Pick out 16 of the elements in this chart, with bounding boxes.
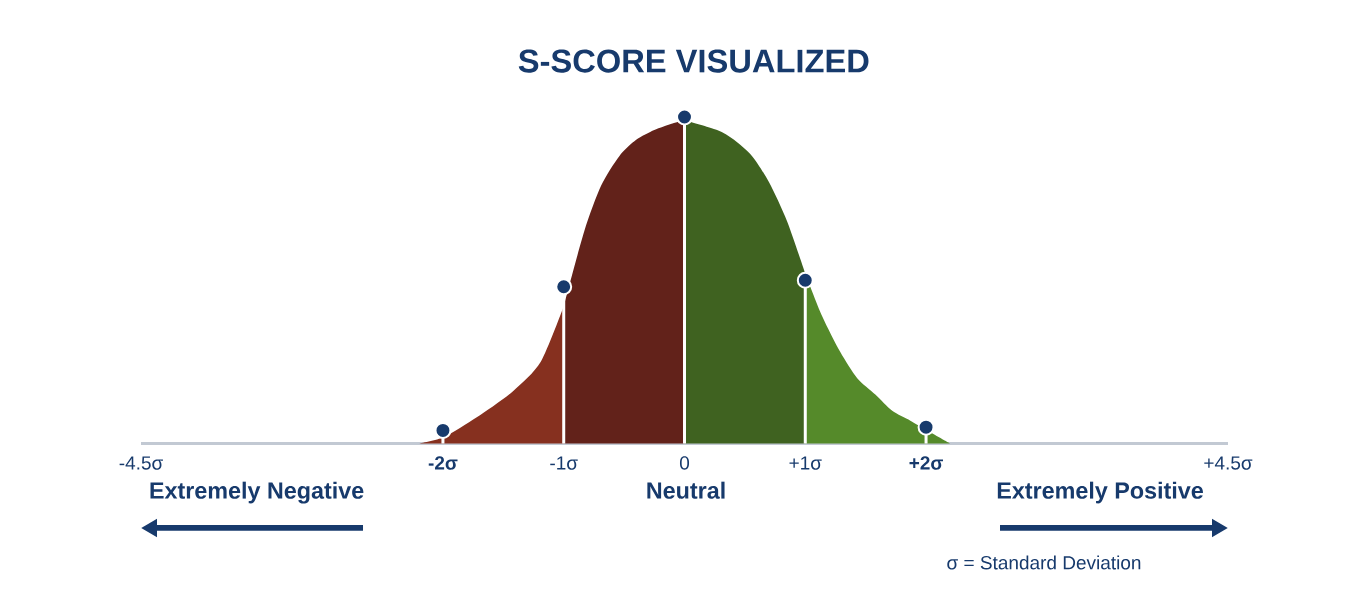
x-tick-label: +4.5σ — [1204, 456, 1253, 470]
x-tick-label: 0 — [679, 456, 690, 470]
point — [917, 418, 935, 436]
x-tick-label: +2σ — [909, 456, 944, 470]
text: σ = Standard Deviation — [947, 555, 1141, 570]
x-tick-label: +1σ — [789, 456, 822, 470]
point — [796, 271, 814, 289]
point — [676, 108, 693, 126]
x-tick-label: -1σ — [550, 456, 578, 470]
x-tick-label: -4.5σ — [119, 456, 163, 470]
text: Extremely Positive — [997, 481, 1203, 504]
text: Extremely Negative — [150, 481, 364, 504]
point — [555, 278, 573, 296]
text: Neutral — [647, 481, 725, 499]
x-tick-label: -2σ — [428, 456, 458, 470]
chart-title: S-SCORE VISUALIZED — [518, 49, 869, 73]
